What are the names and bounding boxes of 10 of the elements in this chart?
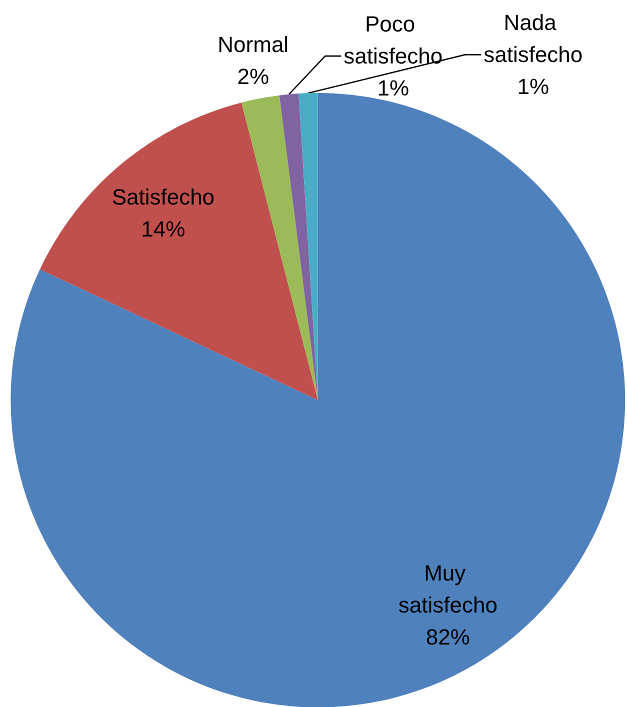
slice-label: Poco satisfecho: [344, 12, 443, 69]
data-label: 1%: [517, 74, 550, 100]
slice-label: Satisfecho: [112, 184, 215, 210]
data-label: 14%: [141, 216, 186, 242]
data-label: 82%: [426, 624, 470, 650]
slice-label: Muy satisfecho: [398, 560, 498, 618]
slice-label: Nada satisfecho: [484, 10, 583, 68]
data-label: 1%: [377, 76, 410, 101]
data-label: 2%: [237, 64, 270, 90]
slice-label: Normal: [218, 32, 289, 58]
